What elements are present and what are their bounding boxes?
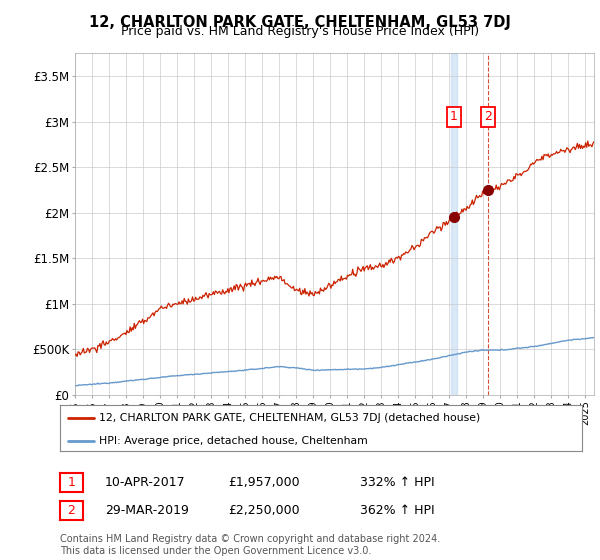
Text: 1: 1: [450, 110, 458, 123]
Text: £1,957,000: £1,957,000: [228, 476, 299, 489]
Text: 10-APR-2017: 10-APR-2017: [105, 476, 185, 489]
Text: 12, CHARLTON PARK GATE, CHELTENHAM, GL53 7DJ: 12, CHARLTON PARK GATE, CHELTENHAM, GL53…: [89, 15, 511, 30]
Text: 2: 2: [67, 504, 76, 517]
Text: £2,250,000: £2,250,000: [228, 504, 299, 517]
Text: 1: 1: [67, 476, 76, 489]
Text: 2: 2: [484, 110, 491, 123]
Bar: [451, 53, 457, 395]
Text: 12, CHARLTON PARK GATE, CHELTENHAM, GL53 7DJ (detached house): 12, CHARLTON PARK GATE, CHELTENHAM, GL53…: [99, 413, 481, 423]
Text: 362% ↑ HPI: 362% ↑ HPI: [360, 504, 434, 517]
Text: 29-MAR-2019: 29-MAR-2019: [105, 504, 189, 517]
Text: 332% ↑ HPI: 332% ↑ HPI: [360, 476, 434, 489]
Text: Contains HM Land Registry data © Crown copyright and database right 2024.
This d: Contains HM Land Registry data © Crown c…: [60, 534, 440, 556]
Text: HPI: Average price, detached house, Cheltenham: HPI: Average price, detached house, Chel…: [99, 436, 368, 446]
Text: Price paid vs. HM Land Registry's House Price Index (HPI): Price paid vs. HM Land Registry's House …: [121, 25, 479, 38]
